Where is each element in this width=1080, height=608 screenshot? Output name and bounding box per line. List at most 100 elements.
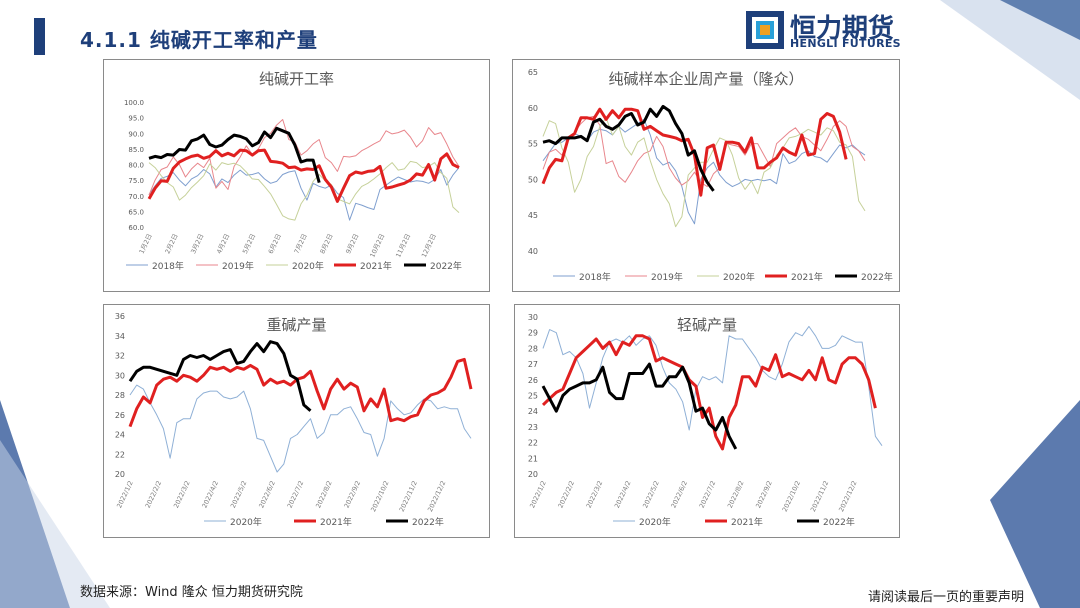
x-tick-label: 5月2日 <box>241 232 257 255</box>
x-tick-label: 2022/4/2 <box>613 479 633 509</box>
legend-label: 2022年 <box>430 260 462 272</box>
y-tick-label: 90.0 <box>128 130 144 138</box>
y-tick-label: 95.0 <box>128 115 144 123</box>
chart-title: 纯碱样本企业周产量（隆众） <box>608 70 803 88</box>
chart-title: 轻碱产量 <box>677 316 737 334</box>
chart-panel-operating-rate: 纯碱开工率 100.0 95.0 90.0 85.0 80.0 75.0 70.0 65.0 60… <box>103 59 490 292</box>
x-tick-label: 2022/2/2 <box>556 479 576 509</box>
x-tick-label: 10月2日 <box>368 232 386 258</box>
x-tick-label: 2022/5/2 <box>641 479 661 509</box>
legend-label: 2018年 <box>579 271 611 283</box>
legend-label: 2022年 <box>861 271 893 283</box>
y-tick-label: 26 <box>528 376 538 385</box>
x-tick-label: 2022/8/2 <box>726 479 746 509</box>
x-tick-label: 2022/10/2 <box>369 479 390 513</box>
x-tick-label: 2022/12/2 <box>837 479 858 513</box>
series-line-2022年 <box>148 126 321 183</box>
title-accent-bar <box>34 18 45 55</box>
legend-label: 2021年 <box>360 260 392 272</box>
y-tick-label: 29 <box>528 329 538 338</box>
y-tick-label: 21 <box>528 454 538 463</box>
x-tick-label: 9月2日 <box>344 232 360 255</box>
disclaimer-note: 请阅读最后一页的重要声明 <box>868 590 1025 605</box>
legend-label: 2018年 <box>152 260 184 272</box>
y-tick-label: 30 <box>528 313 538 322</box>
x-tick-label: 2022/9/2 <box>343 479 363 509</box>
series-line-2022年 <box>542 104 715 192</box>
x-tick-label: 2022/1/2 <box>528 479 548 509</box>
x-tick-label: 2022/11/2 <box>809 479 830 513</box>
series-line-2020年 <box>129 384 472 473</box>
y-tick-label: 70.0 <box>128 193 144 201</box>
chart-panel-light-ash: 轻碱产量 30 29 28 27 26 25 24 23 22 21 20 2022/1/2 2022/2… <box>514 304 900 538</box>
x-tick-label: 2022/6/2 <box>257 479 277 509</box>
x-tick-label: 1月2日 <box>138 232 154 255</box>
y-tick-label: 34 <box>115 332 125 341</box>
y-tick-label: 60 <box>528 104 538 113</box>
y-tick-label: 32 <box>115 352 125 361</box>
x-tick-label: 2022/7/2 <box>286 479 306 509</box>
y-tick-label: 36 <box>115 312 125 321</box>
legend-label: 2021年 <box>320 516 352 528</box>
logo-text-cn: 恒力期货 <box>790 14 895 44</box>
legend-label: 2022年 <box>412 516 444 528</box>
x-tick-label: 2022/2/2 <box>144 479 164 509</box>
x-tick-label: 12月2日 <box>420 232 438 258</box>
x-tick-label: 2022/6/2 <box>669 479 689 509</box>
legend-label: 2019年 <box>222 260 254 272</box>
logo-text-en: HENGLI FUTURES <box>790 37 901 50</box>
x-tick-label: 6月2日 <box>267 232 283 255</box>
x-tick-label: 4月2日 <box>215 232 231 255</box>
legend-label: 2020年 <box>292 260 324 272</box>
chart-panel-weekly-output: 纯碱样本企业周产量（隆众） 65 60 55 50 45 40 2018年 2019年 2020年… <box>512 59 900 292</box>
series-line-2021年 <box>541 334 877 451</box>
y-tick-label: 28 <box>528 344 538 353</box>
y-tick-label: 65.0 <box>128 208 144 216</box>
y-tick-label: 23 <box>528 423 538 432</box>
y-tick-label: 28 <box>115 391 125 400</box>
y-tick-label: 60.0 <box>128 224 144 232</box>
series-line-2021年 <box>128 357 473 428</box>
data-source-note: 数据来源：Wind 隆众 恒力期货研究院 <box>80 585 303 600</box>
x-tick-label: 8月2日 <box>318 232 334 255</box>
legend-label: 2020年 <box>230 516 262 528</box>
legend-label: 2020年 <box>723 271 755 283</box>
logo: 恒力期货 HENGLI FUTURES <box>745 10 905 52</box>
y-tick-label: 20 <box>528 470 538 479</box>
y-tick-label: 27 <box>528 360 538 369</box>
x-tick-label: 2022/1/2 <box>115 479 135 509</box>
y-tick-label: 75.0 <box>128 177 144 185</box>
y-tick-label: 80.0 <box>128 162 144 170</box>
x-tick-label: 2022/8/2 <box>314 479 334 509</box>
x-tick-label: 2022/5/2 <box>229 479 249 509</box>
y-tick-label: 65 <box>528 68 538 77</box>
y-tick-label: 55 <box>528 140 538 149</box>
y-tick-label: 26 <box>115 411 125 420</box>
page-title: 4.1.1 纯碱开工率和产量 <box>80 28 318 52</box>
x-tick-label: 2022/11/2 <box>398 479 419 513</box>
x-tick-label: 2022/3/2 <box>172 479 192 509</box>
series-line-2021年 <box>147 148 460 203</box>
x-tick-label: 2022/9/2 <box>754 479 774 509</box>
y-tick-label: 24 <box>528 407 538 416</box>
x-tick-label: 2月2日 <box>163 232 179 255</box>
legend-label: 2021年 <box>791 271 823 283</box>
x-tick-label: 2022/12/2 <box>426 479 447 513</box>
y-tick-label: 85.0 <box>128 146 144 154</box>
chart-title: 纯碱开工率 <box>259 70 334 88</box>
y-tick-label: 20 <box>115 470 125 479</box>
x-tick-label: 3月2日 <box>189 232 205 255</box>
y-tick-label: 25 <box>528 392 538 401</box>
chart-operating-rate: 纯碱开工率 100.0 95.0 90.0 85.0 80.0 75.0 70.0 65.0 60… <box>124 70 462 272</box>
y-tick-label: 100.0 <box>124 99 144 107</box>
legend-label: 2019年 <box>651 271 683 283</box>
legend-label: 2021年 <box>731 516 763 528</box>
x-tick-label: 11月2日 <box>394 232 412 258</box>
series-line-2022年 <box>128 340 312 412</box>
y-tick-label: 40 <box>528 247 538 256</box>
series-line-2020年 <box>148 160 460 221</box>
y-tick-label: 50 <box>528 175 538 184</box>
y-tick-label: 30 <box>115 371 125 380</box>
